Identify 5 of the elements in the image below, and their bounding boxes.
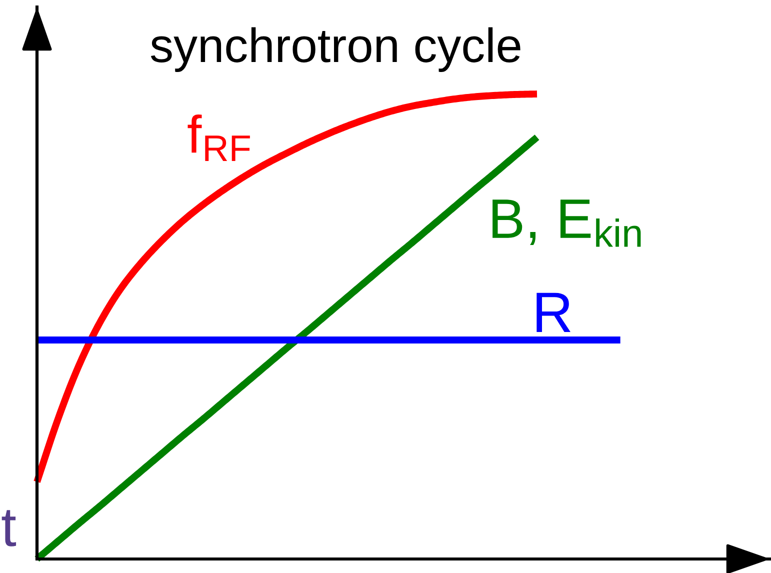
series-label: R (536, 292, 570, 332)
series-label: B, E$_{kin}$ (492, 200, 641, 247)
x-axis-title: t (2, 510, 16, 546)
series-label: f$_{RF}$ (188, 114, 250, 162)
chart-title: synchrotron cycle (150, 27, 520, 72)
